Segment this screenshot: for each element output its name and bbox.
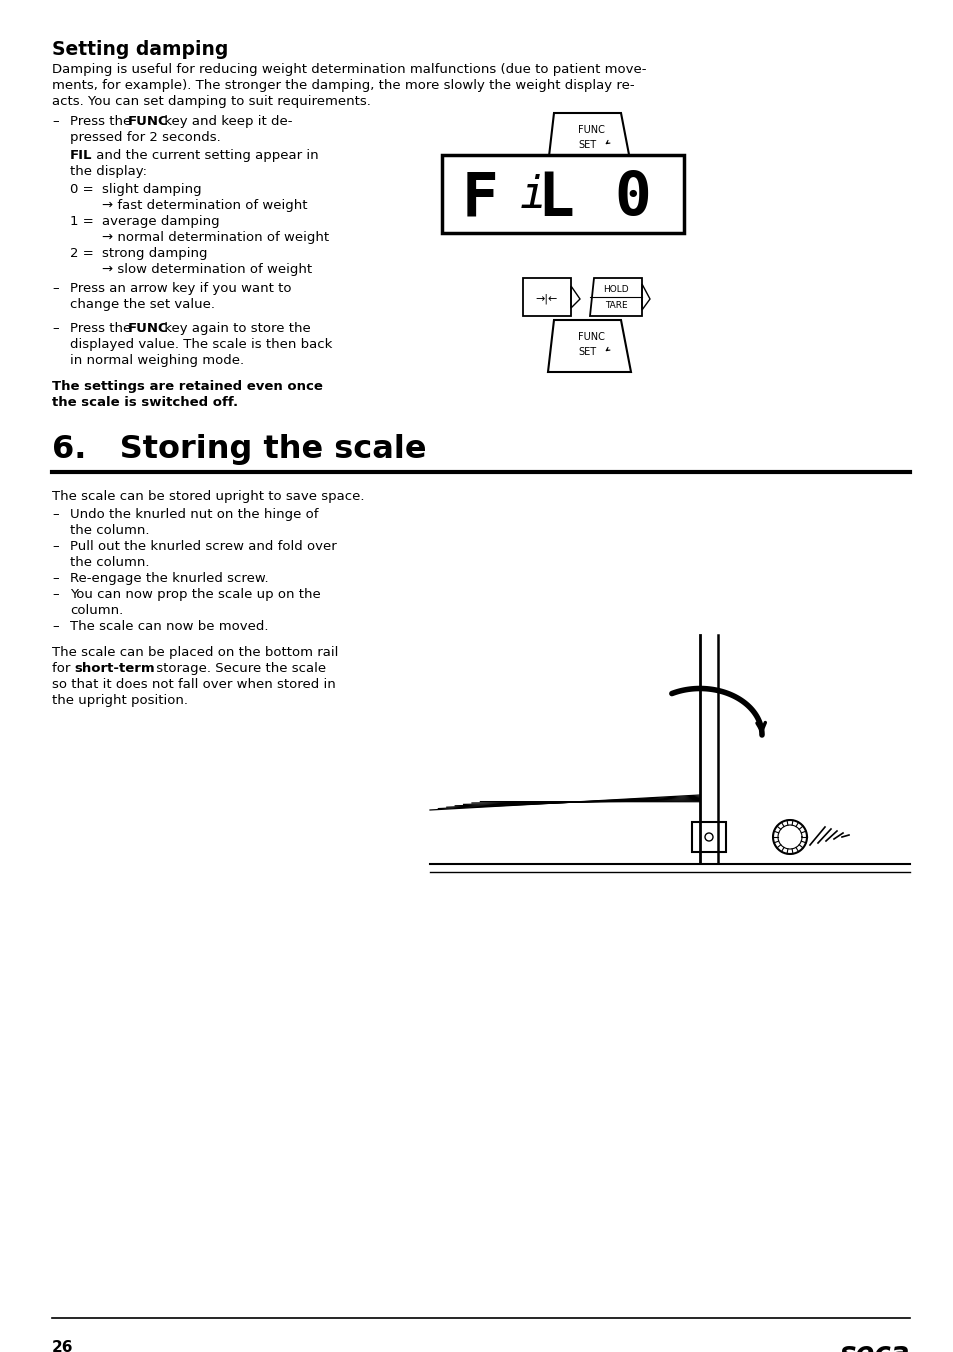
- Text: The scale can be stored upright to save space.: The scale can be stored upright to save …: [52, 489, 364, 503]
- Text: ments, for example). The stronger the damping, the more slowly the weight displa: ments, for example). The stronger the da…: [52, 78, 634, 92]
- Text: You can now prop the scale up on the: You can now prop the scale up on the: [70, 588, 320, 602]
- Text: → slow determination of weight: → slow determination of weight: [102, 264, 312, 276]
- Text: The settings are retained even once: The settings are retained even once: [52, 380, 322, 393]
- Text: for: for: [52, 662, 74, 675]
- Text: and the current setting appear in: and the current setting appear in: [91, 149, 318, 162]
- Text: –: –: [52, 322, 58, 335]
- Text: FUNC: FUNC: [578, 124, 604, 135]
- Text: SET: SET: [578, 347, 596, 357]
- Text: key again to store the: key again to store the: [160, 322, 311, 335]
- Text: Press the: Press the: [70, 322, 135, 335]
- Text: so that it does not fall over when stored in: so that it does not fall over when store…: [52, 677, 335, 691]
- Text: the scale is switched off.: the scale is switched off.: [52, 396, 238, 410]
- Text: 26: 26: [52, 1340, 73, 1352]
- Text: L: L: [537, 169, 573, 228]
- Text: 0 =: 0 =: [70, 183, 93, 196]
- Text: 6.   Storing the scale: 6. Storing the scale: [52, 434, 426, 465]
- Bar: [691, 822, 725, 852]
- Text: 1 =: 1 =: [70, 215, 93, 228]
- Text: pressed for 2 seconds.: pressed for 2 seconds.: [70, 131, 220, 145]
- Text: –: –: [52, 539, 58, 553]
- Text: Damping is useful for reducing weight determination malfunctions (due to patient: Damping is useful for reducing weight de…: [52, 64, 646, 76]
- Text: Setting damping: Setting damping: [52, 41, 228, 59]
- Text: F: F: [461, 169, 498, 228]
- Text: →|←: →|←: [536, 293, 558, 304]
- Text: short-term: short-term: [74, 662, 154, 675]
- Text: change the set value.: change the set value.: [70, 297, 214, 311]
- Text: strong damping: strong damping: [102, 247, 208, 260]
- Text: → fast determination of weight: → fast determination of weight: [102, 199, 307, 212]
- Text: 0: 0: [614, 169, 650, 228]
- Text: HOLD: HOLD: [602, 285, 628, 295]
- Bar: [441, 155, 683, 233]
- Text: Pull out the knurled screw and fold over: Pull out the knurled screw and fold over: [70, 539, 336, 553]
- Text: the column.: the column.: [70, 525, 150, 537]
- Bar: [522, 279, 571, 316]
- Text: column.: column.: [70, 604, 123, 617]
- Text: acts. You can set damping to suit requirements.: acts. You can set damping to suit requir…: [52, 95, 371, 108]
- Text: –: –: [52, 508, 58, 521]
- Text: FUNC: FUNC: [128, 322, 169, 335]
- Text: storage. Secure the scale: storage. Secure the scale: [152, 662, 326, 675]
- Text: SET: SET: [578, 141, 596, 150]
- Text: displayed value. The scale is then back: displayed value. The scale is then back: [70, 338, 332, 352]
- Text: –: –: [52, 572, 58, 585]
- Text: Press the: Press the: [70, 115, 135, 128]
- Text: i: i: [519, 173, 546, 216]
- Text: The scale can be placed on the bottom rail: The scale can be placed on the bottom ra…: [52, 646, 338, 658]
- Text: TARE: TARE: [604, 300, 627, 310]
- Text: the column.: the column.: [70, 556, 150, 569]
- Text: –: –: [52, 588, 58, 602]
- Text: –: –: [52, 621, 58, 633]
- Text: Undo the knurled nut on the hinge of: Undo the knurled nut on the hinge of: [70, 508, 318, 521]
- Text: Re-engage the knurled screw.: Re-engage the knurled screw.: [70, 572, 269, 585]
- Text: in normal weighing mode.: in normal weighing mode.: [70, 354, 244, 366]
- Text: average damping: average damping: [102, 215, 219, 228]
- Text: FUNC: FUNC: [128, 115, 169, 128]
- Text: –: –: [52, 283, 58, 295]
- Text: FIL: FIL: [70, 149, 92, 162]
- Text: FUNC: FUNC: [578, 333, 604, 342]
- Text: the upright position.: the upright position.: [52, 694, 188, 707]
- Text: The scale can now be moved.: The scale can now be moved.: [70, 621, 268, 633]
- Text: seca: seca: [839, 1340, 909, 1352]
- Text: slight damping: slight damping: [102, 183, 201, 196]
- Text: → normal determination of weight: → normal determination of weight: [102, 231, 329, 243]
- Text: the display:: the display:: [70, 165, 147, 178]
- Text: 2 =: 2 =: [70, 247, 93, 260]
- Text: key and keep it de-: key and keep it de-: [160, 115, 293, 128]
- Text: –: –: [52, 115, 58, 128]
- Text: Press an arrow key if you want to: Press an arrow key if you want to: [70, 283, 292, 295]
